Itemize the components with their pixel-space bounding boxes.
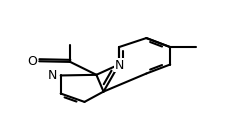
Text: O: O (27, 55, 37, 68)
Text: N: N (48, 69, 57, 82)
Text: N: N (114, 58, 124, 71)
Text: N: N (47, 69, 56, 82)
Text: N: N (114, 59, 124, 72)
Text: O: O (27, 55, 37, 68)
